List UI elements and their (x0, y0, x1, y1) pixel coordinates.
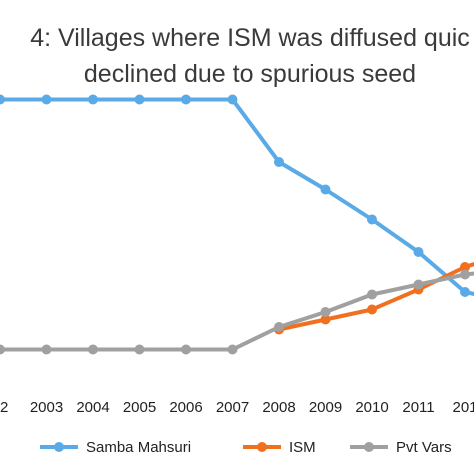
data-point-pvt-vars (227, 344, 238, 355)
x-tick-label: 2003 (30, 399, 63, 416)
data-point-samba-mahsuri (367, 214, 377, 225)
x-tick-label: 02 (0, 399, 8, 416)
data-point-pvt-vars (413, 279, 424, 290)
data-point-samba-mahsuri (0, 94, 5, 105)
data-point-pvt-vars (274, 322, 284, 332)
data-point-pvt-vars (367, 289, 377, 300)
data-point-pvt-vars (181, 344, 191, 355)
x-tick-label: 2004 (76, 399, 109, 416)
series-line-samba-mahsuri (0, 97, 474, 296)
x-axis-tick-labels: 02 2003 2004 2005 2006 2007 2008 2009 2010 2011 20… (0, 399, 474, 416)
series-samba-mahsuri (0, 94, 474, 297)
data-point-samba-mahsuri (227, 94, 238, 105)
data-point-samba-mahsuri (460, 287, 470, 297)
legend-swatch-marker (364, 442, 374, 452)
data-point-samba-mahsuri (320, 184, 331, 195)
legend-item-pvt-vars[interactable]: Pvt Vars (350, 439, 452, 456)
series-line-pvt-vars (0, 271, 474, 352)
data-point-samba-mahsuri (274, 157, 284, 167)
series-pvt-vars (0, 269, 474, 355)
x-tick-label: 2007 (216, 399, 249, 416)
data-point-pvt-vars (88, 344, 98, 355)
data-point-samba-mahsuri (413, 247, 424, 257)
legend-label: Samba Mahsuri (86, 439, 191, 456)
legend-label: ISM (289, 439, 316, 456)
data-point-pvt-vars (320, 307, 331, 317)
data-point-pvt-vars (0, 344, 5, 355)
chart-title-line-2: declined due to spurious seed (84, 60, 416, 88)
legend-swatch-marker (257, 442, 267, 452)
data-point-ism (320, 314, 331, 325)
data-point-samba-mahsuri (41, 94, 52, 105)
legend-swatch-marker (54, 442, 64, 452)
series-line-ism (277, 261, 474, 332)
data-point-ism (367, 304, 377, 315)
x-tick-label: 201 (452, 399, 474, 416)
chart-title-line-1: 4: Villages where ISM was diffused quic (30, 24, 470, 52)
x-tick-label: 2006 (169, 399, 202, 416)
data-point-pvt-vars (41, 344, 52, 355)
legend-item-samba-mahsuri[interactable]: Samba Mahsuri (40, 439, 191, 456)
x-tick-label: 2005 (123, 399, 156, 416)
data-point-samba-mahsuri (134, 94, 145, 105)
x-tick-label: 2008 (262, 399, 295, 416)
data-point-samba-mahsuri (88, 94, 98, 105)
data-point-pvt-vars (460, 269, 470, 280)
legend[interactable]: Samba Mahsuri ISM Pvt Vars (40, 439, 452, 456)
x-tick-label: 2010 (355, 399, 388, 416)
x-tick-label: 2009 (309, 399, 342, 416)
data-point-ism (460, 262, 470, 272)
x-tick-label: 2011 (402, 399, 434, 416)
data-point-samba-mahsuri (181, 94, 191, 105)
legend-label: Pvt Vars (396, 439, 452, 456)
series-layer (0, 94, 474, 355)
data-point-pvt-vars (134, 344, 145, 355)
legend-item-ism[interactable]: ISM (243, 439, 316, 456)
